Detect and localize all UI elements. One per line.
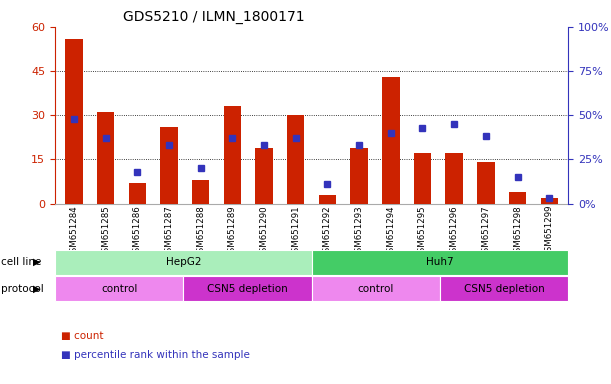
Bar [255, 147, 273, 204]
Text: ■ count: ■ count [61, 331, 104, 341]
Bar [129, 183, 146, 204]
Text: CSN5 depletion: CSN5 depletion [464, 284, 544, 294]
Bar [65, 39, 82, 204]
Bar [97, 112, 114, 204]
Bar [351, 147, 368, 204]
Text: CSN5 depletion: CSN5 depletion [207, 284, 288, 294]
Text: protocol: protocol [1, 284, 44, 294]
Text: control: control [357, 284, 394, 294]
Bar [224, 106, 241, 204]
Bar [160, 127, 178, 204]
Bar [382, 77, 400, 204]
Bar [445, 154, 463, 204]
Text: ▶: ▶ [33, 257, 40, 267]
Text: control: control [101, 284, 137, 294]
Text: GDS5210 / ILMN_1800171: GDS5210 / ILMN_1800171 [123, 10, 305, 23]
Text: Huh7: Huh7 [426, 257, 454, 267]
Bar [319, 195, 336, 204]
Bar [192, 180, 210, 204]
Text: ▶: ▶ [33, 284, 40, 294]
Text: ■ percentile rank within the sample: ■ percentile rank within the sample [61, 350, 250, 360]
Bar [414, 154, 431, 204]
Text: HepG2: HepG2 [166, 257, 201, 267]
Bar [509, 192, 526, 204]
Bar [287, 115, 304, 204]
Text: cell line: cell line [1, 257, 42, 267]
Bar [541, 198, 558, 204]
Bar [477, 162, 494, 204]
